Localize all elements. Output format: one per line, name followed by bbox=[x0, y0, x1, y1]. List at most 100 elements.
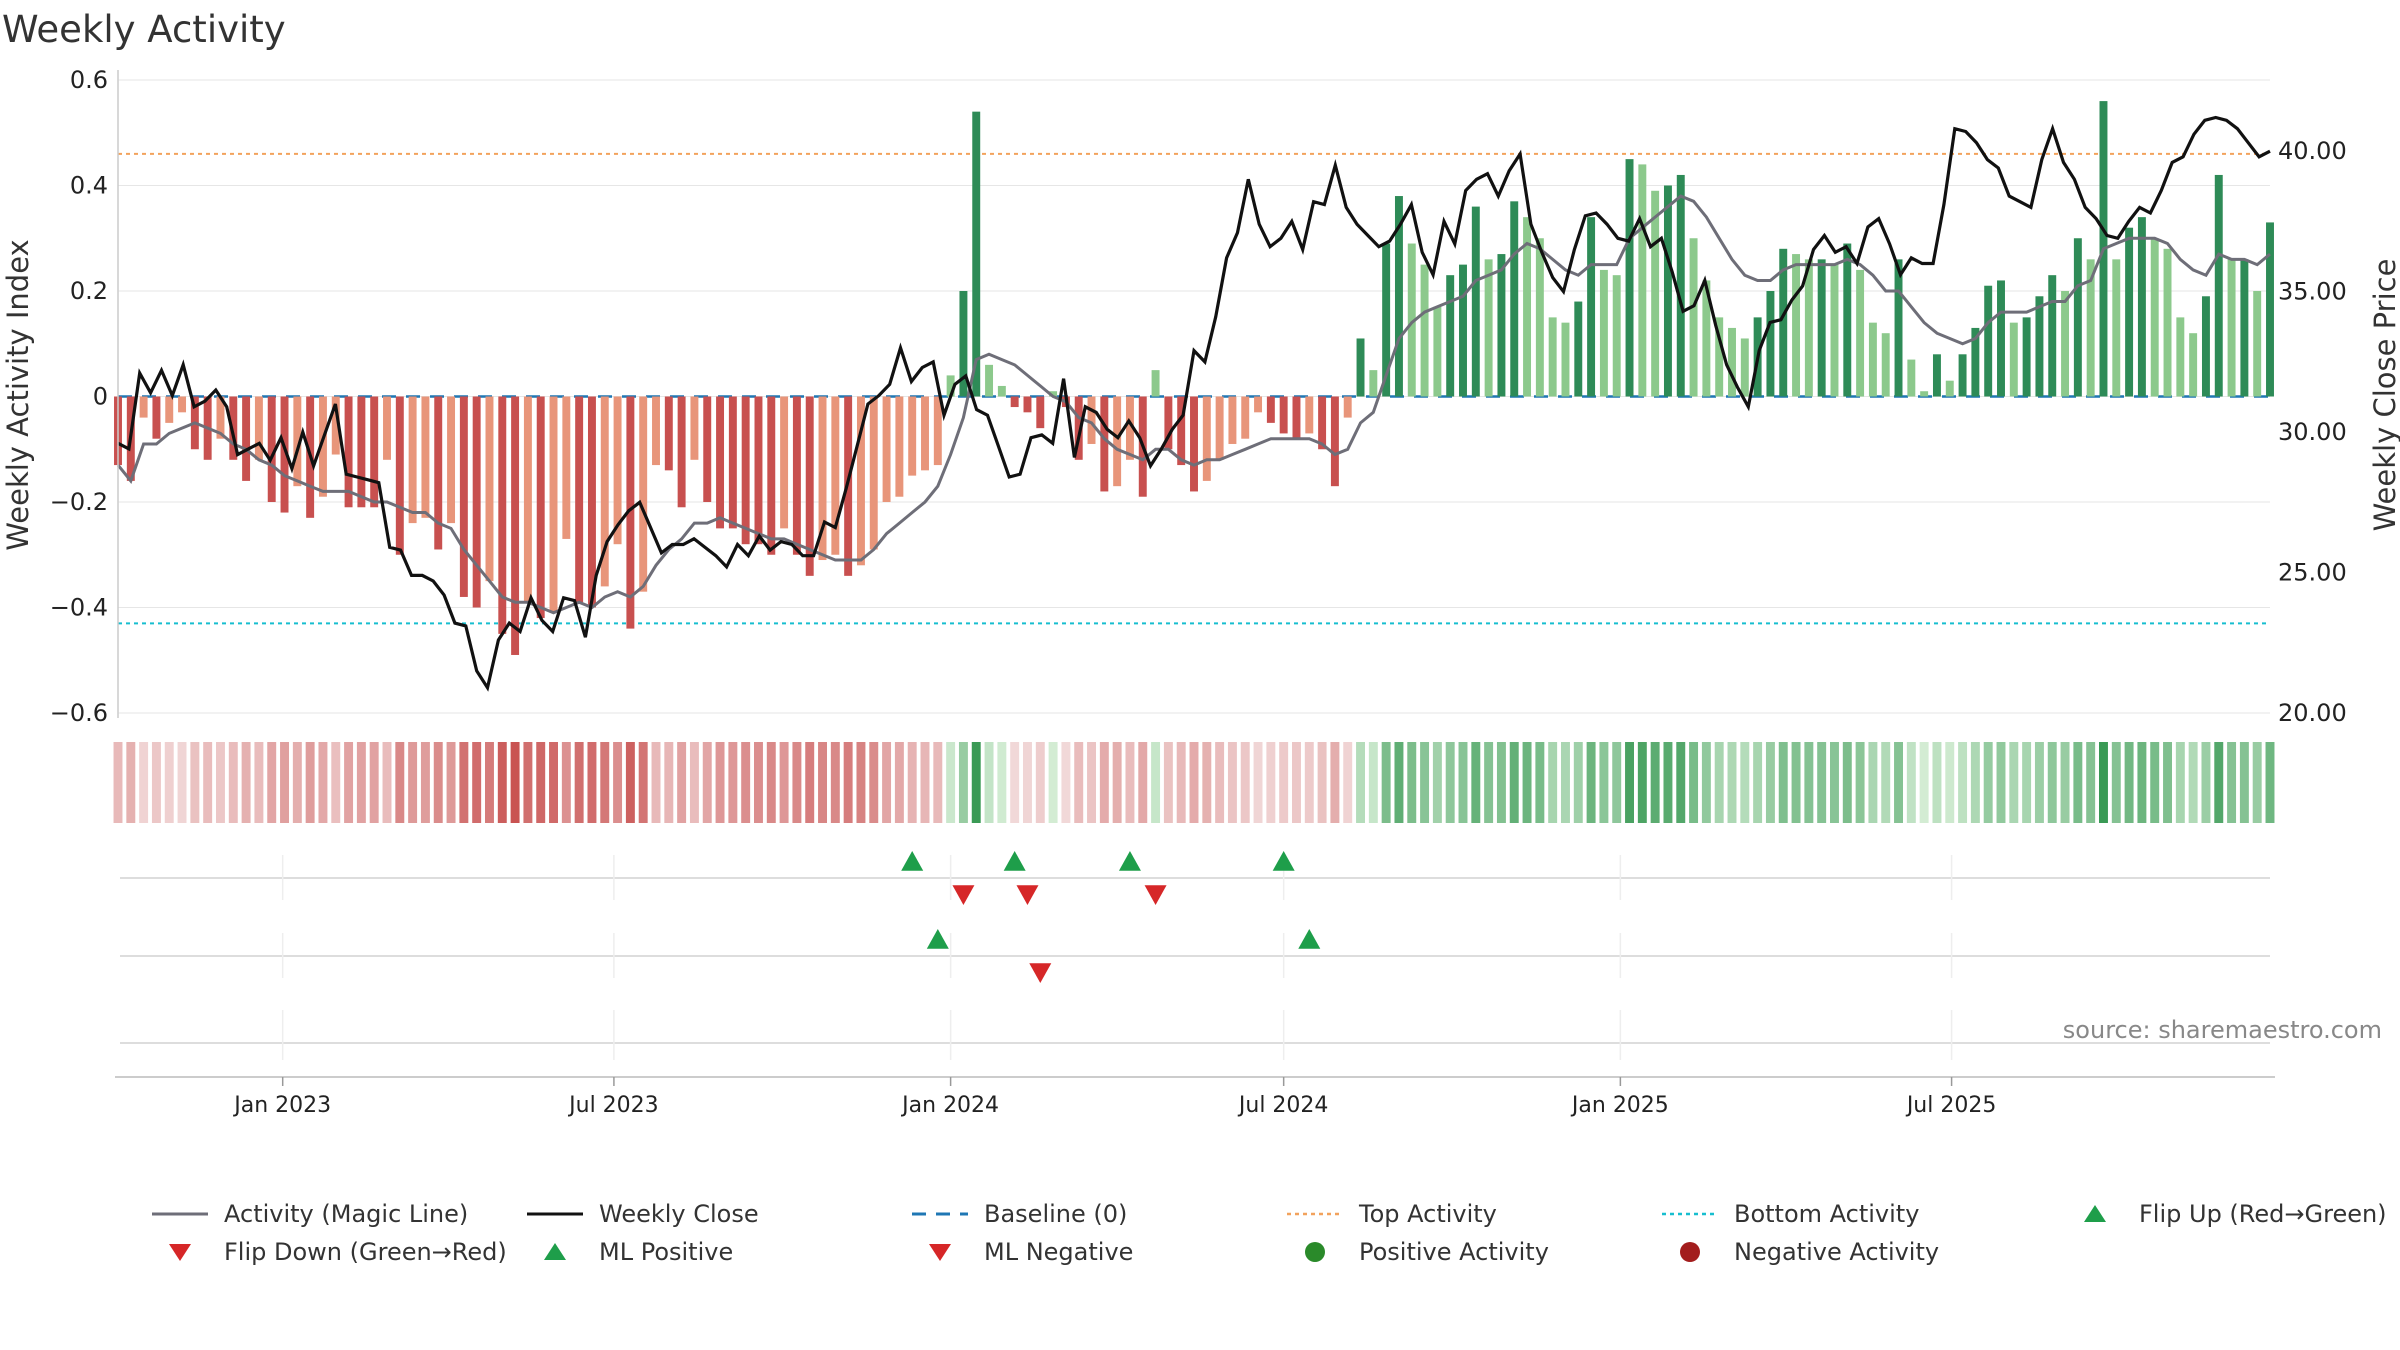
activity-bar bbox=[1254, 396, 1263, 413]
heat-cell bbox=[574, 742, 584, 823]
activity-bar bbox=[1036, 396, 1045, 429]
heat-cell bbox=[510, 742, 520, 823]
heat-cell bbox=[2188, 742, 2198, 823]
heat-cell bbox=[2073, 742, 2083, 823]
legend-symbol bbox=[527, 1212, 583, 1216]
heat-cell bbox=[1074, 742, 1084, 823]
legend-item: Activity (Magic Line) bbox=[150, 1200, 468, 1228]
legend-item: Negative Activity bbox=[1660, 1238, 1939, 1266]
heat-cell bbox=[1983, 742, 1993, 823]
activity-bar bbox=[1843, 243, 1852, 397]
activity-bar bbox=[1228, 396, 1237, 444]
activity-bar bbox=[1279, 396, 1288, 434]
activity-bar bbox=[523, 396, 532, 603]
heat-cell bbox=[1881, 742, 1891, 823]
y-axis-right: 40.00 35.00 30.00 25.00 20.00 bbox=[2278, 137, 2347, 727]
heat-cell bbox=[1304, 742, 1314, 823]
legend-symbol bbox=[152, 1212, 208, 1216]
heat-cell bbox=[356, 742, 366, 823]
activity-bar bbox=[447, 396, 456, 524]
activity-bar bbox=[1548, 317, 1557, 397]
activity-bar bbox=[1305, 396, 1314, 434]
legend-symbol bbox=[169, 1244, 191, 1261]
heat-cell bbox=[1292, 742, 1301, 823]
legend-label: Negative Activity bbox=[1734, 1238, 1940, 1266]
activity-bar bbox=[587, 396, 596, 608]
legend-label: Activity (Magic Line) bbox=[224, 1200, 469, 1228]
y-tick-label: 0.2 bbox=[70, 277, 108, 305]
heat-cell bbox=[1112, 742, 1122, 823]
activity-bar bbox=[1779, 248, 1788, 397]
heat-cell bbox=[446, 742, 456, 823]
activity-bar bbox=[1446, 275, 1455, 397]
activity-bar bbox=[1125, 396, 1134, 460]
heat-cell bbox=[1407, 742, 1417, 823]
heat-cell bbox=[536, 742, 546, 823]
activity-bar bbox=[959, 291, 968, 397]
x-tick-label: Jul 2025 bbox=[1905, 1093, 1997, 1118]
ml-positive-marker bbox=[926, 929, 949, 949]
signal-markers bbox=[120, 851, 2270, 1060]
heat-cell bbox=[2252, 742, 2262, 823]
activity-bar bbox=[1190, 396, 1198, 492]
activity-bar bbox=[882, 396, 891, 502]
heat-cell bbox=[805, 742, 815, 823]
activity-bar bbox=[1587, 217, 1596, 397]
flip-down-marker bbox=[1144, 885, 1167, 905]
heat-cell bbox=[549, 742, 558, 823]
heat-cell bbox=[1343, 742, 1353, 823]
heat-cell bbox=[216, 742, 225, 823]
heat-cell bbox=[151, 742, 161, 823]
activity-bar bbox=[1715, 317, 1724, 397]
heat-cell bbox=[1227, 742, 1237, 823]
heat-cell bbox=[1689, 742, 1699, 823]
heat-cell bbox=[1163, 742, 1173, 823]
activity-bar bbox=[2086, 259, 2095, 397]
activity-bar bbox=[1151, 370, 1160, 397]
heat-cell bbox=[958, 742, 968, 823]
activity-bar bbox=[1523, 217, 1532, 397]
heat-cell bbox=[190, 742, 200, 823]
x-tick-label: Jan 2023 bbox=[232, 1093, 331, 1118]
heat-cell bbox=[651, 742, 661, 823]
heat-cell bbox=[818, 742, 827, 823]
activity-bar bbox=[1702, 280, 1711, 397]
activity-bar bbox=[831, 396, 840, 555]
activity-bar bbox=[1984, 285, 1993, 397]
activity-bar bbox=[1049, 391, 1058, 397]
heat-cell bbox=[113, 742, 123, 823]
activity-bar bbox=[639, 396, 648, 592]
activity-bar bbox=[741, 396, 750, 545]
heat-cell bbox=[1765, 742, 1775, 823]
activity-heat-strip bbox=[113, 742, 2275, 823]
activity-bar bbox=[1356, 338, 1365, 397]
heat-cell bbox=[1099, 742, 1109, 823]
activity-bar bbox=[318, 396, 327, 497]
legend-item: Top Activity bbox=[1285, 1200, 1497, 1228]
activity-bar bbox=[1484, 259, 1493, 397]
legend: Activity (Magic Line) Weekly Close Baselin… bbox=[150, 1200, 2400, 1290]
activity-bar bbox=[242, 396, 251, 481]
activity-bar bbox=[2073, 238, 2082, 397]
heat-cell bbox=[843, 742, 853, 823]
activity-bar bbox=[408, 396, 417, 524]
legend-symbol bbox=[544, 1243, 566, 1260]
activity-bar bbox=[2176, 317, 2185, 397]
heat-cell bbox=[625, 742, 635, 823]
legend-item: Bottom Activity bbox=[1660, 1200, 1919, 1228]
activity-bar bbox=[780, 396, 789, 529]
legend-item: Positive Activity bbox=[1285, 1238, 1549, 1266]
y2-tick-label: 20.00 bbox=[2278, 699, 2347, 727]
heat-cell bbox=[139, 742, 149, 823]
heat-cell bbox=[600, 742, 610, 823]
heat-cell bbox=[792, 742, 802, 823]
activity-bar bbox=[1676, 174, 1685, 397]
legend-symbol bbox=[929, 1244, 951, 1261]
heat-cell bbox=[1330, 742, 1340, 823]
source-credit: source: sharemaestro.com bbox=[2062, 1016, 2382, 1044]
heat-cell bbox=[2265, 742, 2275, 823]
heat-cell bbox=[677, 742, 687, 823]
heat-cell bbox=[2099, 742, 2108, 823]
flip-up-marker bbox=[1272, 851, 1295, 871]
heat-cell bbox=[1561, 742, 1570, 823]
